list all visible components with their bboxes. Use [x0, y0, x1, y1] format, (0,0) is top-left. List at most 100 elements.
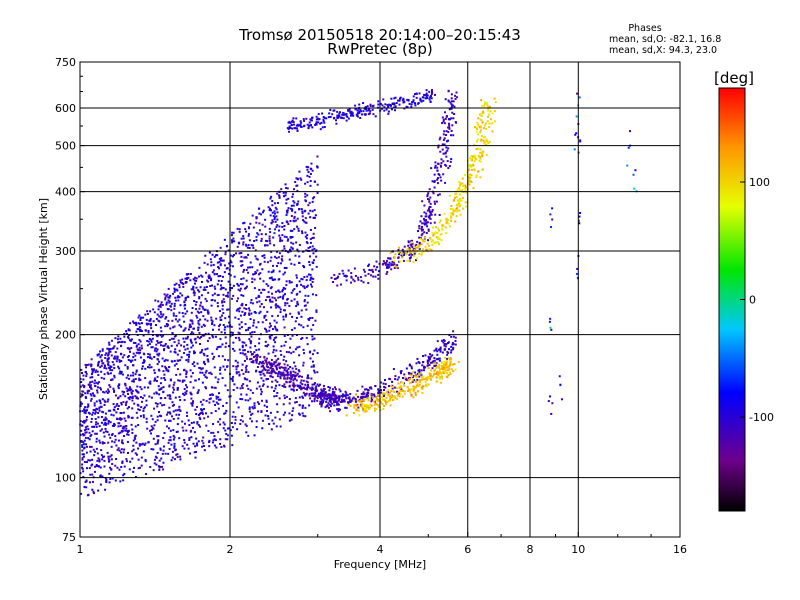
echo-point [239, 422, 242, 425]
echo-point [286, 298, 289, 301]
echo-point [205, 424, 208, 427]
echo-point [364, 407, 367, 410]
echo-point [100, 421, 103, 424]
echo-point [431, 180, 434, 183]
echo-point [161, 304, 164, 307]
echo-point [467, 169, 470, 172]
echo-point [189, 369, 192, 372]
echo-point [187, 419, 190, 422]
echo-point [193, 431, 196, 434]
echo-point [120, 345, 123, 348]
echo-point [141, 397, 144, 400]
echo-point [197, 424, 200, 427]
echo-point [488, 122, 491, 125]
echo-point [392, 390, 395, 393]
echo-point [448, 127, 451, 130]
echo-point [374, 385, 377, 388]
echo-point [104, 400, 107, 403]
echo-point [309, 216, 312, 219]
echo-point [107, 357, 110, 360]
echo-point [295, 127, 298, 130]
echo-point [107, 398, 110, 401]
echo-point [324, 406, 327, 409]
echo-point [239, 260, 242, 263]
echo-point [183, 328, 186, 331]
echo-point [470, 154, 473, 157]
echo-point [286, 220, 289, 223]
echo-point [313, 216, 316, 219]
echo-point [175, 282, 178, 285]
x-tick-label: 2 [227, 543, 234, 556]
echo-point [140, 406, 143, 409]
echo-point [393, 106, 396, 109]
echo-point [158, 414, 161, 417]
echo-point [209, 397, 212, 400]
echo-point [453, 105, 456, 108]
echo-point [295, 401, 298, 404]
echo-point [92, 492, 95, 495]
echo-point [237, 336, 240, 339]
echo-point [293, 216, 296, 219]
echo-point [327, 394, 330, 397]
echo-point [268, 336, 271, 339]
echo-point [480, 154, 483, 157]
echo-point [447, 126, 450, 129]
echo-point [292, 407, 295, 410]
echo-point [294, 320, 297, 323]
echo-point [289, 220, 292, 223]
echo-point [232, 294, 235, 297]
echo-point [238, 338, 241, 341]
echo-point [226, 308, 229, 311]
echo-point [480, 138, 483, 141]
echo-point [205, 387, 208, 390]
echo-point [82, 443, 85, 446]
echo-point [418, 225, 421, 228]
echo-point [337, 275, 340, 278]
echo-point [236, 361, 239, 364]
echo-point [249, 389, 252, 392]
echo-point [211, 284, 214, 287]
echo-point [273, 325, 276, 328]
echo-point [267, 270, 270, 273]
echo-point [95, 369, 98, 372]
echo-point [168, 300, 171, 303]
echo-point [139, 349, 142, 352]
echo-point [201, 367, 204, 370]
echo-point [239, 283, 242, 286]
echo-point [252, 273, 255, 276]
echo-point [353, 280, 356, 283]
echo-point [306, 284, 309, 287]
echo-point [350, 110, 353, 113]
echo-point [422, 217, 425, 220]
echo-point [276, 314, 279, 317]
echo-point [448, 194, 451, 197]
echo-point [120, 412, 123, 415]
echo-point [283, 355, 286, 358]
echo-point [275, 303, 278, 306]
echo-point [237, 288, 240, 291]
echo-point [253, 404, 256, 407]
echo-point [224, 358, 227, 361]
echo-point [189, 392, 192, 395]
echo-point [404, 376, 407, 379]
echo-point [295, 274, 298, 277]
echo-point [279, 377, 282, 380]
echo-point [214, 376, 217, 379]
echo-point [283, 363, 286, 366]
echo-point [469, 163, 472, 166]
echo-point [320, 397, 323, 400]
echo-point [425, 248, 428, 251]
echo-point [309, 317, 312, 320]
echo-point [370, 394, 373, 397]
echo-point [172, 417, 175, 420]
echo-point [393, 395, 396, 398]
echo-point [148, 353, 151, 356]
echo-point [140, 456, 143, 459]
echo-point [268, 372, 271, 375]
echo-point [473, 169, 476, 172]
echo-point [96, 452, 99, 455]
echo-point [441, 228, 444, 231]
echo-point [272, 215, 275, 218]
echo-point [579, 140, 582, 143]
echo-point [79, 385, 82, 388]
